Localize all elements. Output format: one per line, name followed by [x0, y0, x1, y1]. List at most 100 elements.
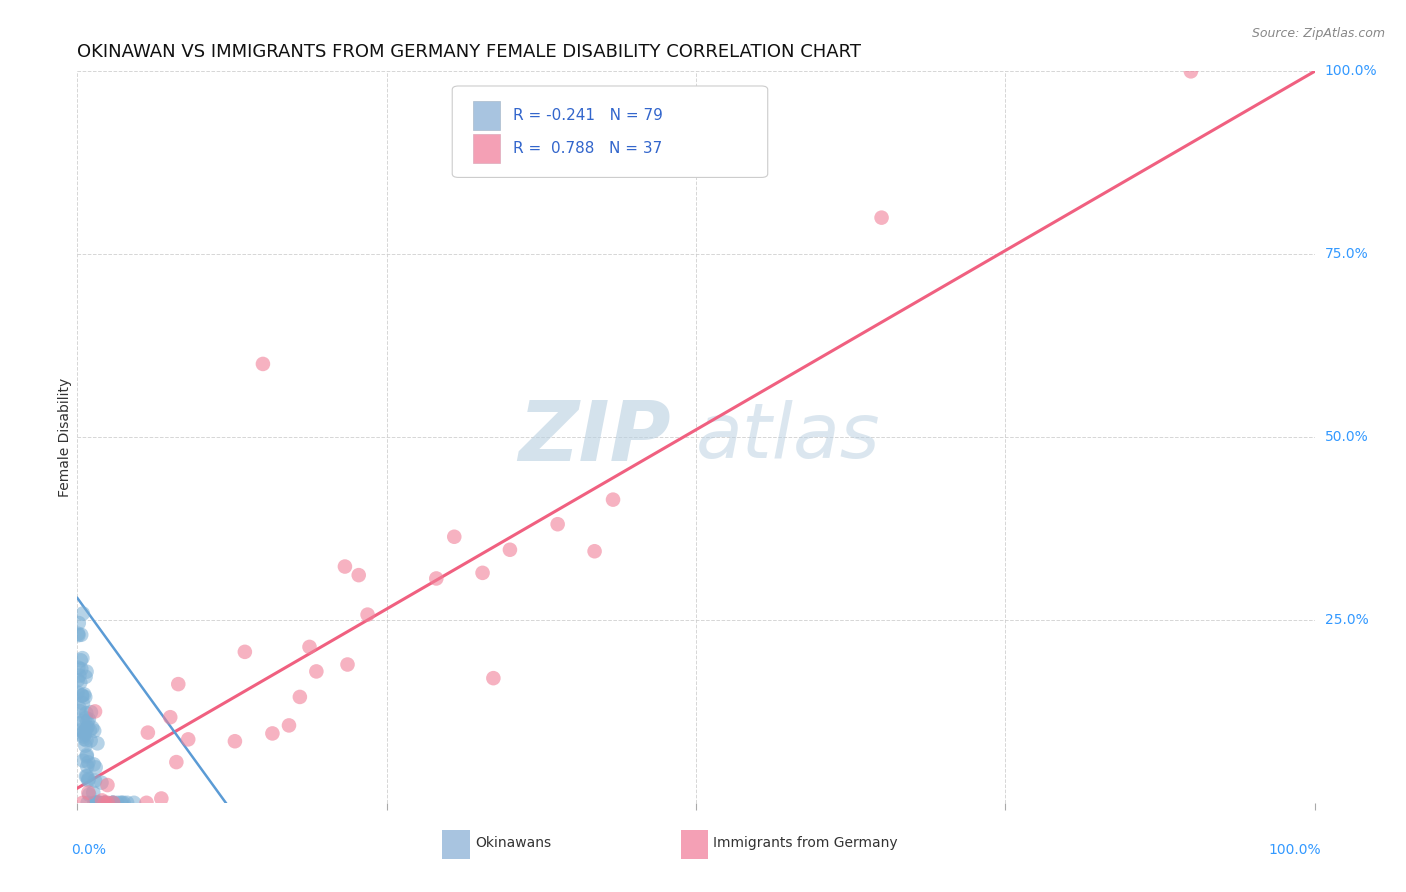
Text: OKINAWAN VS IMMIGRANTS FROM GERMANY FEMALE DISABILITY CORRELATION CHART: OKINAWAN VS IMMIGRANTS FROM GERMANY FEMA…	[77, 44, 862, 62]
Text: ZIP: ZIP	[519, 397, 671, 477]
Point	[115, 796, 138, 810]
Point	[86, 736, 108, 750]
Y-axis label: Female Disability: Female Disability	[58, 377, 72, 497]
Point	[177, 732, 200, 747]
Point	[67, 715, 90, 730]
Point	[101, 796, 124, 810]
Point	[83, 796, 105, 810]
Point	[90, 775, 112, 789]
Point	[77, 786, 100, 800]
Point	[288, 690, 311, 704]
Point	[76, 749, 98, 764]
Text: 75.0%: 75.0%	[1324, 247, 1368, 261]
Point	[93, 796, 115, 810]
Point	[70, 723, 93, 738]
Point	[75, 733, 97, 747]
Point	[305, 665, 328, 679]
Point	[96, 778, 118, 792]
Point	[482, 671, 505, 685]
Point	[101, 796, 124, 810]
Point	[76, 759, 98, 773]
Point	[602, 492, 624, 507]
Point	[101, 796, 124, 810]
Point	[72, 796, 94, 810]
Text: 100.0%: 100.0%	[1268, 843, 1320, 857]
Point	[336, 657, 359, 672]
Point	[84, 773, 107, 788]
Point	[93, 796, 115, 810]
Point	[73, 724, 96, 739]
Point	[89, 796, 111, 810]
Point	[73, 687, 96, 701]
Point	[69, 668, 91, 682]
Point	[82, 721, 104, 735]
Point	[86, 796, 108, 810]
Point	[112, 796, 135, 810]
Point	[77, 772, 100, 786]
Point	[278, 718, 301, 732]
Point	[159, 710, 181, 724]
Point	[87, 796, 110, 810]
Point	[70, 689, 93, 703]
Point	[547, 517, 569, 532]
Point	[122, 796, 145, 810]
Point	[75, 711, 97, 725]
Point	[84, 705, 107, 719]
Text: 25.0%: 25.0%	[1324, 613, 1368, 627]
Point	[79, 733, 101, 747]
Point	[73, 727, 96, 741]
Point	[76, 714, 98, 729]
Point	[298, 640, 321, 654]
Point	[165, 755, 187, 769]
Point	[252, 357, 274, 371]
Point	[84, 760, 107, 774]
Point	[77, 788, 100, 802]
Point	[77, 756, 100, 770]
Point	[94, 796, 117, 810]
Point	[67, 701, 90, 715]
Point	[75, 690, 97, 704]
Point	[79, 723, 101, 738]
FancyBboxPatch shape	[474, 101, 501, 130]
Point	[67, 661, 90, 675]
Point	[82, 786, 104, 800]
Point	[72, 651, 94, 665]
Text: Immigrants from Germany: Immigrants from Germany	[713, 836, 898, 850]
Point	[67, 628, 90, 642]
FancyBboxPatch shape	[681, 830, 709, 859]
Point	[86, 796, 108, 810]
Point	[83, 757, 105, 772]
Point	[583, 544, 606, 558]
Text: R = -0.241   N = 79: R = -0.241 N = 79	[513, 108, 662, 123]
Point	[72, 696, 94, 710]
Point	[70, 628, 93, 642]
Point	[72, 714, 94, 729]
FancyBboxPatch shape	[453, 86, 768, 178]
Point	[69, 704, 91, 718]
Point	[93, 796, 115, 810]
Point	[262, 726, 284, 740]
Point	[333, 559, 356, 574]
Point	[443, 530, 465, 544]
Point	[67, 615, 90, 630]
Point	[136, 725, 159, 739]
Point	[84, 796, 107, 810]
Text: Source: ZipAtlas.com: Source: ZipAtlas.com	[1251, 27, 1385, 40]
FancyBboxPatch shape	[443, 830, 470, 859]
Point	[356, 607, 378, 622]
Point	[70, 689, 93, 703]
FancyBboxPatch shape	[474, 134, 501, 163]
Point	[76, 720, 98, 734]
Point	[1180, 64, 1202, 78]
Point	[77, 712, 100, 726]
Text: Okinawans: Okinawans	[475, 836, 553, 850]
Point	[76, 796, 98, 810]
Point	[69, 653, 91, 667]
Point	[80, 705, 103, 719]
Point	[75, 769, 97, 783]
Point	[347, 568, 370, 582]
Point	[110, 796, 132, 810]
Point	[233, 645, 256, 659]
Point	[67, 627, 90, 641]
Point	[167, 677, 190, 691]
